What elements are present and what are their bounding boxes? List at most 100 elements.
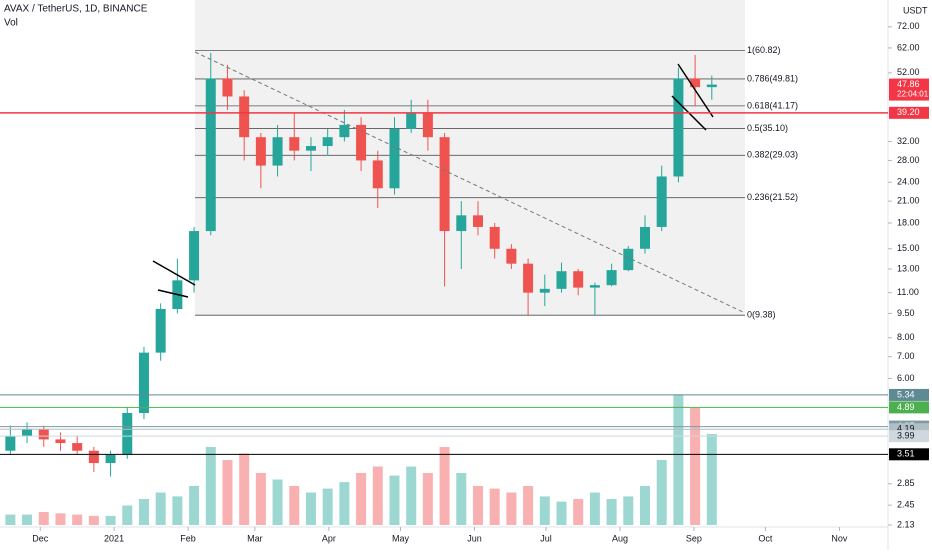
candle-body [456,215,467,232]
candle-body [406,113,417,129]
volume-bar [239,453,250,525]
y-tick-label: 2.13 [897,519,915,529]
volume-bar [506,492,517,525]
fib-label: 1(60.82) [747,45,781,55]
flag-line [157,289,189,298]
fib-label: 0.618(41.17) [747,100,798,110]
y-tick-label: 13.00 [897,263,920,273]
y-tick-label: 11.00 [897,287,919,297]
volume-bar [456,473,467,525]
candle-body [472,215,483,227]
fib-label: 0.236(21.52) [747,192,798,202]
volume-bar [72,514,83,525]
currency: USDT [903,5,928,15]
candle-body [690,78,701,88]
x-tick-label: Apr [322,533,336,543]
price-badge [889,430,929,443]
candle-body [239,96,250,138]
y-tick-label: 28.00 [897,155,920,165]
candle-body [589,285,600,288]
candle-body [205,78,216,232]
fib-label: 0(9.38) [747,310,776,320]
y-tick-label: 8.00 [897,332,915,342]
candle-body [88,450,99,464]
volume-bar [155,492,166,525]
candle-body [606,270,617,286]
volume-bar [523,486,534,525]
volume-bar [606,499,617,525]
volume-bar [22,514,33,525]
fib-label: 0.382(29.03) [747,150,798,160]
countdown-label: 22:04:01 [897,90,929,99]
fib-area [195,0,745,316]
fib-label: 0.786(49.81) [747,73,798,83]
volume-bar [656,460,667,525]
volume-label: Vol [4,18,18,29]
y-tick-label: 2.85 [897,478,915,488]
candle-body [122,412,133,455]
volume-bar [122,505,133,525]
candle-body [556,271,567,289]
candle-body [72,443,83,451]
volume-bar [289,486,300,525]
last-price-label: 47.86 [897,79,920,89]
candle-body [539,288,550,293]
candle-body [305,146,316,151]
price-badge-label: 5.34 [897,389,915,399]
volume-bar [105,515,116,525]
volume-bar [356,473,367,525]
candle-body [372,160,383,189]
volume-bar [372,466,383,525]
candle-body [55,439,66,444]
price-badge-label: 4.89 [897,402,915,412]
x-tick-label: Jun [467,533,482,543]
candle-body [673,78,684,177]
candle-body [289,137,300,151]
volume-bar [172,496,183,525]
volume-bar [88,515,99,525]
y-tick-label: 7.00 [897,351,915,361]
y-tick-label: 21.00 [897,196,920,206]
candle-body [322,137,333,147]
volume-bar [706,434,717,525]
candle-body [656,176,667,227]
candle-body [523,263,534,293]
price-badge [889,106,929,119]
candle-body [138,352,149,413]
candle-body [5,435,16,451]
flag-line [677,63,714,118]
volume-bar [138,499,149,525]
volume-bar [439,447,450,525]
x-tick-label: 2021 [104,533,124,543]
volume-bar [539,496,550,525]
volume-bar [589,492,600,525]
y-tick-label: 18.00 [897,217,920,227]
y-tick-label: 2.45 [897,500,915,510]
volume-bar [205,447,216,525]
volume-bar [38,512,49,525]
y-tick-label: 9.50 [897,308,915,318]
volume-bar [422,473,433,525]
candle-body [489,226,500,249]
volume-bar [322,488,333,525]
volume-bar [573,499,584,525]
volume-bar [406,466,417,525]
volume-bar [189,486,200,525]
price-badge [889,388,929,401]
y-tick-label: 6.00 [897,373,915,383]
volume-bar [55,513,66,525]
x-tick-label: May [392,533,410,543]
candle-body [506,248,517,264]
x-tick-label: Feb [180,533,196,543]
volume-bar [222,460,233,525]
volume-bar [639,486,650,525]
y-tick-label: 72.00 [897,21,920,31]
y-tick-label: 62.00 [897,42,920,52]
candle-body [623,248,634,271]
volume-bar [623,496,634,525]
volume-bar [339,482,350,525]
candle-body [389,128,400,189]
candle-body [38,428,49,440]
candle-body [105,454,116,464]
volume-bar [690,408,701,525]
